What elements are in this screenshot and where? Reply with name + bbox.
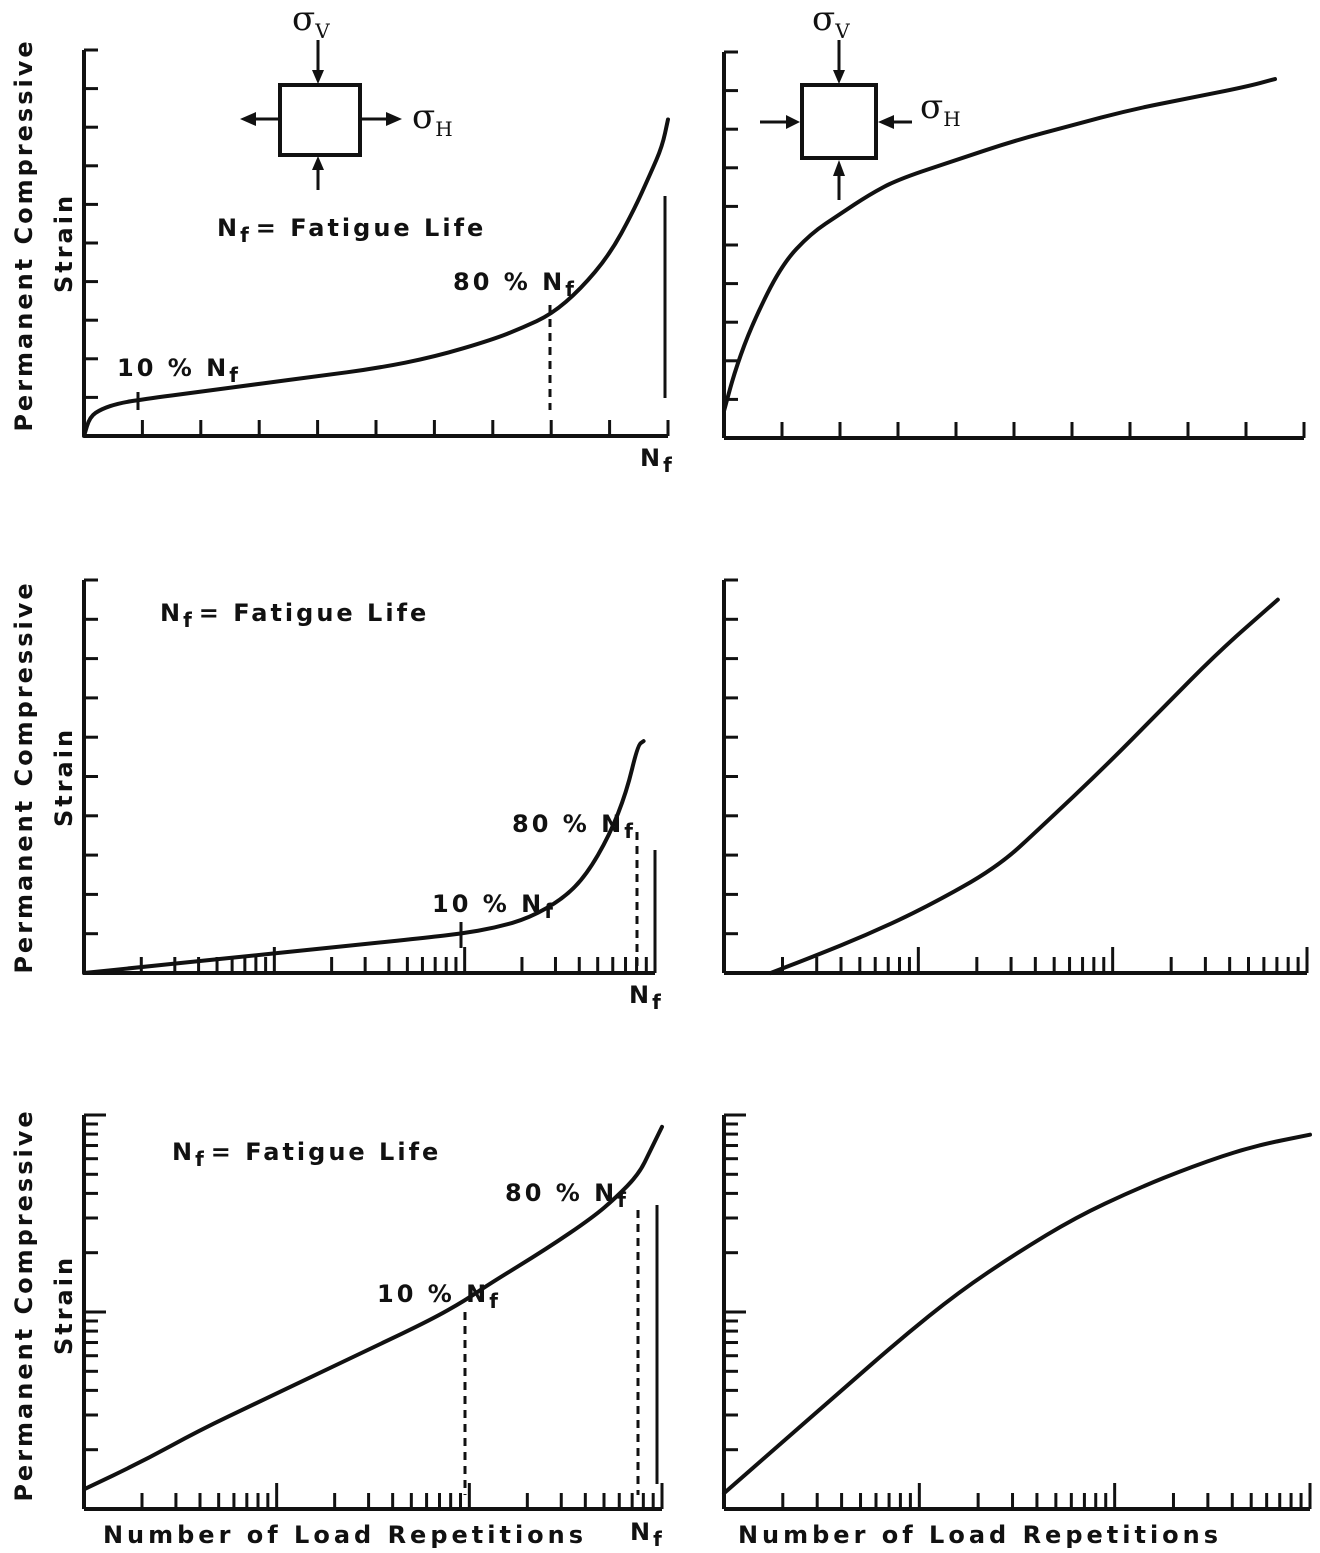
y-axis-label-line1: Permanent Compressive bbox=[10, 1108, 38, 1501]
nf-tick-label-top: Nf bbox=[640, 444, 675, 477]
axes-bottom-left bbox=[82, 1113, 664, 1511]
y-axis-label-line1: Permanent Compressive bbox=[10, 38, 38, 431]
nf-tick-label-middle: Nf bbox=[629, 981, 664, 1014]
y-axis-label-top: Permanent Compressive Strain bbox=[10, 38, 78, 431]
marker-label-middle-80: 80 % Nf bbox=[512, 810, 636, 843]
series-line-middle-right bbox=[768, 597, 1280, 975]
svg-text:σV: σV bbox=[812, 0, 850, 43]
y-axis-label-line2: Strain bbox=[50, 727, 78, 827]
axes-middle-left bbox=[82, 578, 657, 975]
y-axis-label-line2: Strain bbox=[50, 1255, 78, 1355]
svg-text:σH: σH bbox=[920, 87, 961, 131]
x-axis-label-right: Number of Load Repetitions bbox=[738, 1521, 1222, 1549]
series-line-bottom-left bbox=[82, 1124, 664, 1492]
svg-text:Nf: Nf bbox=[640, 444, 675, 477]
svg-text:Nf= Fatigue Life: Nf = Fatigue Life bbox=[217, 214, 486, 247]
fatigue-life-annotation-bottom: Nf = Fatigue Life bbox=[172, 1138, 441, 1171]
svg-text:σV: σV bbox=[292, 0, 330, 43]
axes-top-left bbox=[82, 48, 670, 438]
y-axis-label-middle: Permanent Compressive Strain bbox=[10, 580, 78, 973]
y-axis-label-bottom: Permanent Compressive Strain bbox=[10, 1108, 78, 1501]
y-axis-label-line2: Strain bbox=[50, 193, 78, 293]
axes-layer bbox=[82, 48, 1312, 1511]
svg-text:80 % Nf: 80 % Nf bbox=[505, 1179, 629, 1212]
marker-label-top-10: 10 % Nf bbox=[117, 354, 241, 387]
svg-text:Nf: Nf bbox=[629, 981, 664, 1014]
svg-text:σH: σH bbox=[412, 97, 453, 141]
svg-text:Nf= Fatigue Life: Nf = Fatigue Life bbox=[172, 1138, 441, 1171]
svg-text:10 % Nf: 10 % Nf bbox=[432, 890, 556, 923]
fatigue-life-annotation-top: Nf = Fatigue Life bbox=[217, 214, 486, 247]
nf-tick-label-bottom: Nf bbox=[630, 1518, 665, 1551]
series-line-top-left bbox=[82, 117, 670, 438]
stress-element-box bbox=[278, 83, 362, 157]
stress-element-box bbox=[800, 83, 878, 160]
marker-label-bottom-80: 80 % Nf bbox=[505, 1179, 629, 1212]
svg-text:80 % Nf: 80 % Nf bbox=[512, 810, 636, 843]
svg-text:10 % Nf: 10 % Nf bbox=[117, 354, 241, 387]
series-line-bottom-right bbox=[722, 1132, 1312, 1496]
svg-text:80 % Nf: 80 % Nf bbox=[453, 268, 577, 301]
axes-bottom-right bbox=[722, 1113, 1312, 1511]
stress-diagram-right: σV σH bbox=[760, 0, 961, 200]
axes-top-right bbox=[722, 50, 1306, 440]
stress-diagram-left: σV σH bbox=[240, 0, 453, 190]
x-axis-label-left: Number of Load Repetitions bbox=[103, 1521, 587, 1549]
svg-text:Nf: Nf bbox=[630, 1518, 665, 1551]
marker-label-top-80: 80 % Nf bbox=[453, 268, 577, 301]
fatigue-life-annotation-middle: Nf = Fatigue Life bbox=[160, 599, 429, 632]
series-line-middle-left bbox=[82, 739, 646, 975]
y-axis-label-line1: Permanent Compressive bbox=[10, 580, 38, 973]
marker-label-middle-10: 10 % Nf bbox=[432, 890, 556, 923]
series-line-top-right bbox=[722, 77, 1277, 413]
axes-middle-right bbox=[722, 578, 1309, 975]
svg-text:Nf= Fatigue Life: Nf = Fatigue Life bbox=[160, 599, 429, 632]
svg-text:10 % Nf: 10 % Nf bbox=[377, 1280, 501, 1313]
marker-label-bottom-10: 10 % Nf bbox=[377, 1280, 501, 1313]
curves-layer bbox=[82, 77, 1312, 1496]
